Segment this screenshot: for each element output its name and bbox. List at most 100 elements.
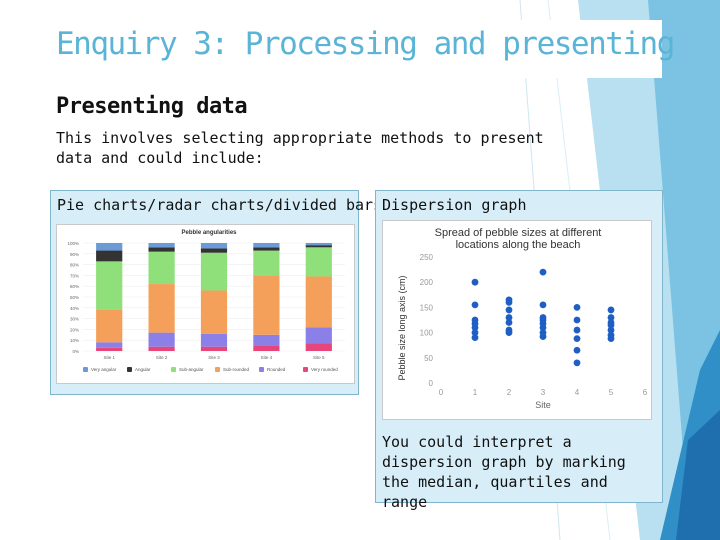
legend-label: Very angular [91,367,117,372]
section-heading: Presenting data [56,94,248,119]
dispersion-chart: Spread of pebble sizes at different loca… [382,220,652,420]
bar-segment [148,346,175,351]
bar-segment [305,327,332,344]
y-tick-label: 30% [70,317,79,322]
data-point [607,326,615,334]
bar-segment [200,333,228,347]
bar-segment [253,345,280,351]
legend-swatch [215,367,220,372]
dispersion-graph-label: Dispersion graph [382,196,527,214]
bar-segment [148,332,175,347]
y-tick-label: 50% [70,295,79,300]
bar-segment [96,309,123,343]
y-tick-label: 100 [420,329,434,338]
bar-segment [200,290,228,334]
bar-segment [200,252,228,291]
data-point [471,324,479,331]
legend-label: Angular [135,367,151,372]
data-point [471,329,479,336]
legend-swatch [171,367,176,372]
x-tick-label: 4 [575,388,580,397]
slide-title: Enquiry 3: Processing and presenting [56,26,675,62]
data-point [505,298,513,306]
bar-segment [253,243,280,248]
bar-segment [253,275,280,335]
pebble-angularity-chart: Pebble angularities 0% 10% 20% 30% 40% 50% 60%… [56,224,355,384]
y-tick-label: 60% [70,284,79,289]
intro-text: This involves selecting appropriate meth… [56,129,544,167]
data-point [539,324,547,331]
bar-segment [305,343,332,351]
bar-segment [253,250,280,276]
y-tick-label: 150 [420,303,434,312]
y-tick-label: 0% [72,349,79,354]
legend-swatch [83,367,88,372]
bar-segment [200,346,228,351]
x-tick-label: 3 [541,388,546,397]
bar-segment [200,243,228,249]
data-point [471,278,479,286]
bar-segment [253,247,280,251]
title-background [52,20,662,78]
bar-segment [96,261,123,310]
legend-swatch [259,367,264,372]
data-point [573,335,581,343]
bar-segment [148,247,175,252]
y-tick-label: 100% [67,241,79,246]
legend-label: Sub-rounded [223,367,250,372]
x-tick-label: 1 [473,388,478,397]
data-point [505,319,513,326]
x-tick-label: Site 2 [156,355,168,360]
y-tick-label: 200 [420,278,434,287]
bar-segment [96,243,123,251]
legend-swatch [127,367,132,372]
data-point [607,306,615,314]
legend-label: Rounded [267,367,286,372]
bar-segment [96,347,123,351]
bar-segment [305,243,332,246]
bar-segment [305,276,332,328]
data-point [607,314,615,321]
data-point [573,326,581,334]
bar-segment [96,250,123,262]
bar-segment [148,284,175,333]
data-point [607,321,615,329]
chart-title-line-2: locations along the beach [456,239,581,251]
x-tick-label: 6 [643,388,648,397]
bar-segment [200,248,228,253]
legend-label: Very rounded [311,367,338,372]
y-tick-label: 80% [70,263,79,268]
y-tick-label: 40% [70,306,79,311]
data-point [607,335,615,343]
bar-segment [305,245,332,248]
y-tick-label: 10% [70,338,79,343]
bar-segment [148,251,175,285]
y-tick-label: 0 [429,379,434,388]
x-tick-label: Site 5 [313,355,325,360]
divided-bars-panel: Pie charts/radar charts/divided bars Peb… [50,190,382,395]
data-point [573,359,581,367]
data-point [539,268,547,276]
y-tick-label: 50 [424,354,433,363]
data-point [539,301,547,309]
y-tick-label: 20% [70,327,79,332]
data-point [573,316,581,324]
legend-label: Sub-angular [179,367,204,372]
divided-bars-label: Pie charts/radar charts/divided bars [57,196,383,214]
x-axis-label: Site [535,400,551,410]
data-point [573,346,581,354]
x-tick-label: 5 [609,388,614,397]
x-tick-label: Site 1 [103,355,115,360]
dispersion-graph-panel: Dispersion graph Spread of pebble sizes … [375,190,663,511]
dispersion-caption: You could interpret a dispersion graph b… [382,433,626,511]
y-tick-label: 90% [70,252,79,257]
data-point [505,314,513,321]
data-point [471,334,479,342]
x-tick-label: Site 3 [208,355,220,360]
data-point [539,333,547,341]
legend-swatch [303,367,308,372]
y-tick-label: 70% [70,273,79,278]
x-tick-label: 0 [439,388,444,397]
chart-title: Pebble angularities [181,230,237,236]
x-tick-label: Site 4 [261,355,273,360]
